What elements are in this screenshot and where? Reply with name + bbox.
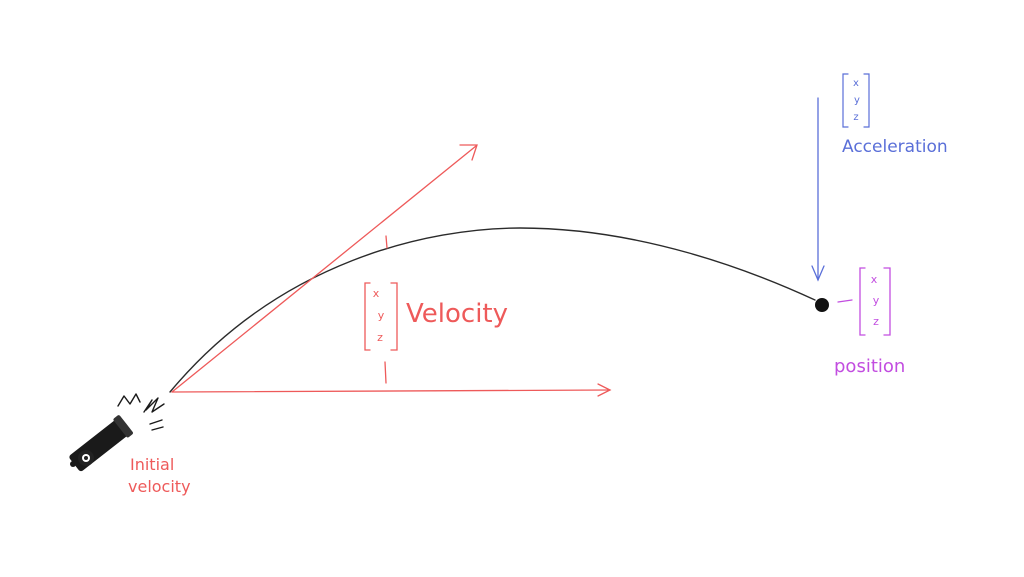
- position-z-component: z: [873, 315, 879, 328]
- acceleration-label: Acceleration: [842, 137, 948, 157]
- velocity-vector-matrix: [364, 282, 398, 351]
- position-connector: [837, 299, 853, 303]
- horizontal-velocity-arrow: [171, 383, 612, 397]
- projectile-dot: [815, 298, 829, 312]
- trajectory-curve: [169, 227, 816, 393]
- acceleration-x-component: x: [853, 78, 859, 89]
- blast-marks-icon: [117, 393, 165, 431]
- acceleration-z-component: z: [853, 112, 858, 123]
- velocity-z-component: z: [377, 331, 383, 344]
- velocity-angle-marks: [384, 235, 388, 384]
- cannon-icon: [69, 415, 133, 472]
- position-vector-matrix: [859, 267, 891, 336]
- acceleration-vector-matrix: [842, 73, 870, 128]
- velocity-x-component: x: [373, 287, 380, 300]
- velocity-label: Velocity: [406, 299, 508, 329]
- initial-velocity-label-line1: Initial: [130, 455, 174, 474]
- acceleration-y-component: y: [854, 95, 860, 106]
- position-y-component: y: [873, 294, 880, 307]
- acceleration-arrow: [811, 97, 825, 282]
- initial-velocity-label-line2: velocity: [128, 477, 191, 496]
- position-x-component: x: [871, 273, 878, 286]
- velocity-vector-arrow: [171, 144, 478, 393]
- position-label: position: [834, 356, 905, 377]
- velocity-y-component: y: [378, 309, 385, 322]
